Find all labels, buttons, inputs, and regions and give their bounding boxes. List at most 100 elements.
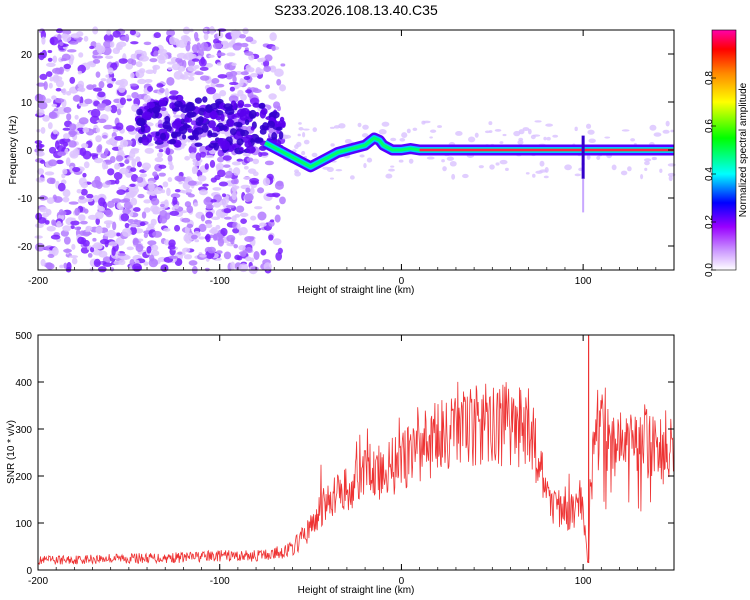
noise-blob bbox=[69, 123, 77, 131]
noise-blob bbox=[441, 159, 445, 163]
band-blob bbox=[240, 129, 245, 137]
noise-blob bbox=[44, 98, 52, 104]
noise-blob bbox=[115, 81, 120, 85]
noise-blob bbox=[38, 52, 45, 61]
noise-blob bbox=[489, 164, 495, 170]
noise-blob bbox=[194, 239, 200, 243]
noise-blob bbox=[159, 215, 168, 224]
band-blob bbox=[194, 142, 203, 147]
band-blob bbox=[278, 131, 284, 140]
noise-blob bbox=[92, 87, 103, 92]
noise-blob bbox=[153, 187, 164, 195]
noise-blob bbox=[95, 226, 103, 234]
noise-blob bbox=[253, 250, 260, 260]
noise-blob bbox=[388, 168, 396, 172]
noise-blob bbox=[238, 251, 248, 255]
noise-blob bbox=[217, 74, 228, 79]
snr-y-tick-label: 200 bbox=[15, 472, 32, 483]
noise-blob bbox=[269, 219, 275, 223]
noise-blob bbox=[46, 225, 56, 232]
noise-blob bbox=[182, 247, 191, 253]
noise-blob bbox=[78, 52, 84, 58]
noise-blob bbox=[114, 179, 120, 185]
noise-blob bbox=[187, 65, 197, 72]
noise-blob bbox=[71, 257, 78, 265]
noise-blob bbox=[532, 173, 536, 178]
noise-blob bbox=[118, 58, 128, 64]
noise-blob bbox=[70, 217, 76, 222]
noise-blob bbox=[446, 156, 454, 161]
noise-blob bbox=[89, 267, 95, 272]
noise-blob bbox=[82, 127, 90, 133]
spectrogram-y-axis-label: Frequency (Hz) bbox=[8, 116, 19, 185]
noise-blob bbox=[149, 58, 158, 63]
noise-blob bbox=[114, 163, 121, 170]
noise-blob bbox=[65, 90, 72, 96]
noise-blob bbox=[129, 183, 136, 188]
noise-blob bbox=[173, 70, 184, 80]
noise-blob bbox=[200, 56, 205, 65]
noise-blob bbox=[193, 202, 199, 207]
noise-blob bbox=[130, 197, 138, 206]
noise-blob bbox=[226, 52, 236, 57]
noise-blob bbox=[252, 224, 260, 229]
noise-blob bbox=[78, 214, 86, 222]
noise-blob bbox=[233, 178, 239, 185]
noise-blob bbox=[250, 73, 259, 78]
band-blob bbox=[202, 96, 208, 103]
noise-blob bbox=[77, 87, 86, 92]
noise-blob bbox=[215, 250, 223, 255]
noise-blob bbox=[126, 94, 132, 99]
noise-blob bbox=[449, 160, 457, 167]
noise-blob bbox=[92, 237, 97, 242]
noise-blob bbox=[378, 129, 387, 135]
noise-blob bbox=[191, 58, 200, 62]
noise-blob bbox=[494, 128, 502, 132]
noise-blob bbox=[156, 83, 164, 88]
noise-blob bbox=[205, 211, 214, 219]
noise-blob bbox=[151, 244, 159, 252]
noise-blob bbox=[47, 57, 53, 62]
noise-blob bbox=[159, 87, 165, 93]
noise-blob bbox=[169, 90, 179, 96]
noise-blob bbox=[87, 252, 93, 258]
noise-blob bbox=[55, 159, 64, 165]
noise-blob bbox=[220, 40, 229, 46]
noise-blob bbox=[95, 71, 101, 78]
noise-blob bbox=[159, 206, 166, 211]
noise-blob bbox=[93, 258, 101, 268]
noise-blob bbox=[34, 235, 43, 239]
noise-blob bbox=[87, 214, 98, 220]
noise-blob bbox=[48, 82, 53, 89]
noise-blob bbox=[168, 239, 176, 247]
noise-blob bbox=[115, 237, 125, 246]
noise-blob bbox=[196, 181, 203, 185]
noise-blob bbox=[119, 97, 126, 106]
noise-blob bbox=[200, 42, 209, 51]
snr-x-ticks: -200 -100 0 100 bbox=[28, 335, 675, 587]
spectrogram-x-ticks: -200 -100 0 100 bbox=[28, 30, 675, 287]
noise-blob bbox=[49, 36, 59, 46]
noise-blob bbox=[112, 30, 121, 38]
snr-y-tick-label: 100 bbox=[15, 519, 32, 530]
noise-blob bbox=[165, 147, 171, 156]
noise-blob bbox=[56, 220, 62, 228]
band-blob bbox=[218, 125, 228, 131]
noise-blob bbox=[117, 149, 124, 156]
noise-blob bbox=[668, 175, 673, 182]
noise-blob bbox=[117, 144, 124, 151]
noise-blob bbox=[104, 232, 109, 237]
noise-blob bbox=[627, 166, 632, 172]
noise-blob bbox=[199, 254, 207, 258]
noise-blob bbox=[143, 199, 152, 204]
noise-blob bbox=[172, 196, 178, 206]
noise-blob bbox=[104, 164, 109, 170]
noise-blob bbox=[243, 165, 249, 170]
noise-blob bbox=[588, 138, 596, 144]
noise-blob bbox=[89, 45, 95, 50]
noise-blob bbox=[92, 249, 103, 256]
noise-blob bbox=[116, 41, 127, 48]
noise-blob bbox=[194, 71, 204, 76]
snr-x-tick-label: 100 bbox=[575, 576, 592, 587]
noise-blob bbox=[77, 80, 85, 89]
